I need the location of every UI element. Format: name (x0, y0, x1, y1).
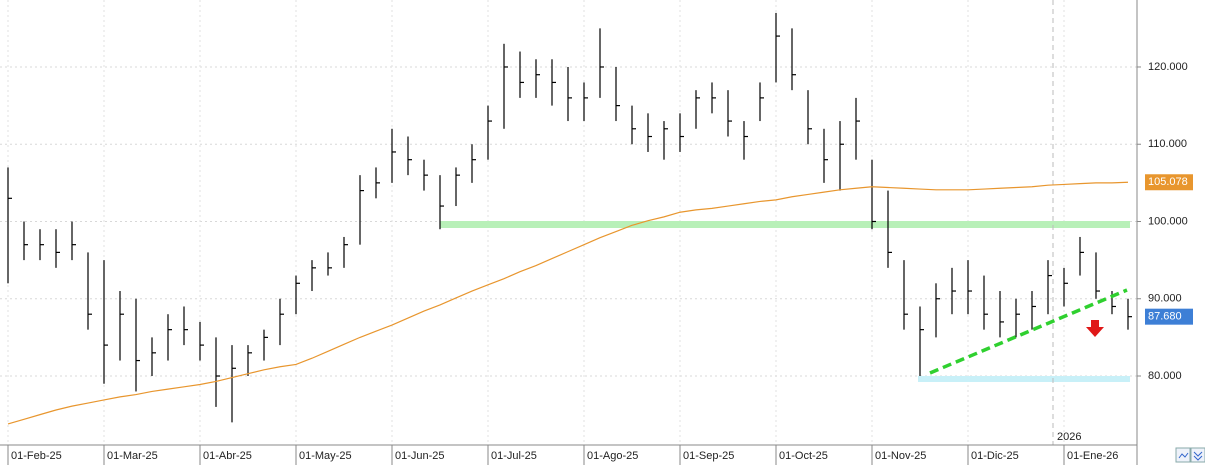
y-tick-label: 110.000 (1148, 138, 1187, 150)
axes: 80.000 90.000 100.000 110.000 120.000 01-Feb-… (7, 61, 1193, 465)
y-tick-label: 100.000 (1148, 215, 1188, 227)
icon (1193, 451, 1203, 461)
y-tick-label: 90.000 (1148, 293, 1182, 305)
x-tick-label: 01-Ene-26 (1067, 450, 1118, 462)
icon (1178, 452, 1189, 459)
y-tick-label: 120.000 (1148, 61, 1188, 73)
x-tick-label: 01-May-25 (299, 450, 352, 462)
year-label: 2026 (1057, 431, 1081, 443)
x-tick-label: 01-Jun-25 (395, 450, 445, 462)
x-tick-label: 01-Feb-25 (11, 450, 62, 462)
price-label-box (1145, 308, 1193, 325)
support-band (918, 376, 1130, 382)
scroll-button[interactable] (1190, 447, 1205, 463)
moving-average (7, 181, 1129, 425)
price-label: 87.680 (1148, 311, 1182, 323)
price-label: 105.078 (1148, 176, 1188, 188)
x-tick-label: 01-Nov-25 (875, 450, 926, 462)
y-tick-label: 80.000 (1148, 370, 1182, 382)
support-band (440, 221, 1130, 228)
x-tick-label: 01-Oct-25 (779, 450, 828, 462)
x-tick-label: 01-Mar-25 (107, 450, 158, 462)
trend-line (929, 288, 1128, 375)
x-tick-label: 01-Jul-25 (491, 450, 537, 462)
x-tick-label: 01-Dic-25 (971, 450, 1019, 462)
down-arrow (1086, 320, 1104, 337)
plot (7, 12, 1132, 425)
x-tick-label: 01-Abr-25 (203, 450, 252, 462)
x-tick-label: 01-Ago-25 (587, 450, 638, 462)
x-tick-label: 01-Sep-25 (683, 450, 734, 462)
price-label-box (1145, 174, 1193, 191)
